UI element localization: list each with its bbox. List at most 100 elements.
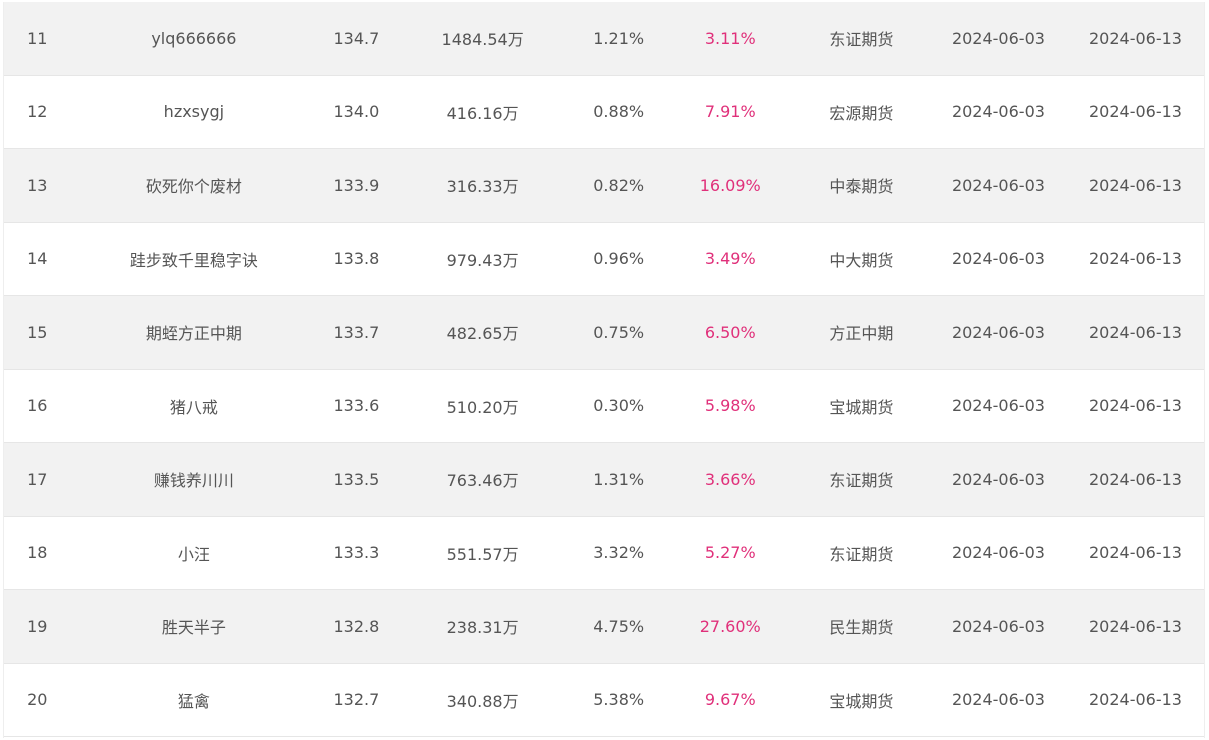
- score-cell: 134.7: [333, 28, 380, 48]
- start-date-cell: 2024-06-03: [951, 690, 1045, 710]
- start-date-cell: 2024-06-03: [951, 28, 1045, 48]
- equity-cell: 979.43万: [446, 250, 519, 270]
- rank-cell: 20: [27, 690, 48, 710]
- score-cell: 133.9: [333, 175, 380, 195]
- rank-cell: 13: [27, 175, 48, 195]
- end-date-cell: 2024-06-13: [1088, 690, 1182, 710]
- drawdown-cell: 0.88%: [593, 102, 645, 122]
- start-date-cell: 2024-06-03: [951, 322, 1045, 342]
- broker-cell: 宝城期货: [829, 691, 894, 711]
- account-name-cell: 砍死你个废材: [145, 177, 242, 197]
- end-date-cell: 2024-06-13: [1088, 322, 1182, 342]
- start-date-cell: 2024-06-03: [951, 396, 1045, 416]
- start-date-cell: 2024-06-03: [951, 249, 1045, 269]
- account-name-cell: ylq666666: [151, 28, 237, 48]
- broker-cell: 东证期货: [829, 471, 894, 491]
- broker-cell: 中泰期货: [829, 177, 894, 197]
- table-row[interactable]: 16 猪八戒 133.6 510.20万 0.30% 5.98% 宝城期货 20…: [4, 369, 1204, 443]
- broker-cell: 民生期货: [829, 618, 894, 638]
- start-date-cell: 2024-06-03: [951, 543, 1045, 563]
- table-row[interactable]: 17 赚钱养川川 133.5 763.46万 1.31% 3.66% 东证期货 …: [4, 443, 1204, 517]
- equity-cell: 238.31万: [446, 618, 519, 638]
- end-date-cell: 2024-06-13: [1088, 102, 1182, 122]
- account-name-cell: 期蛭方正中期: [145, 324, 242, 344]
- end-date-cell: 2024-06-13: [1088, 543, 1182, 563]
- equity-cell: 340.88万: [446, 691, 519, 711]
- table-row[interactable]: 19 胜天半子 132.8 238.31万 4.75% 27.60% 民生期货 …: [4, 590, 1204, 664]
- account-name-cell: 猛禽: [177, 691, 210, 711]
- table-row[interactable]: 12 hzxsygj 134.0 416.16万 0.88% 7.91% 宏源期…: [4, 75, 1204, 149]
- start-date-cell: 2024-06-03: [951, 175, 1045, 195]
- account-name-cell: 小汪: [177, 544, 210, 564]
- score-cell: 133.8: [333, 249, 380, 269]
- table-row[interactable]: 20 猛禽 132.7 340.88万 5.38% 9.67% 宝城期货 202…: [4, 663, 1204, 737]
- drawdown-cell: 3.32%: [593, 543, 645, 563]
- score-cell: 133.3: [333, 543, 380, 563]
- account-name-cell: hzxsygj: [163, 102, 225, 122]
- start-date-cell: 2024-06-03: [951, 616, 1045, 636]
- start-date-cell: 2024-06-03: [951, 102, 1045, 122]
- end-date-cell: 2024-06-13: [1088, 616, 1182, 636]
- return-cell: 27.60%: [699, 616, 761, 636]
- drawdown-cell: 4.75%: [593, 616, 645, 636]
- rank-cell: 15: [27, 322, 48, 342]
- equity-cell: 551.57万: [446, 544, 519, 564]
- rank-cell: 16: [27, 396, 48, 416]
- return-cell: 3.11%: [704, 28, 756, 48]
- score-cell: 132.7: [333, 690, 380, 710]
- ranking-table: 11 ylq666666 134.7 1484.54万 1.21% 3.11% …: [3, 2, 1205, 738]
- rank-cell: 18: [27, 543, 48, 563]
- broker-cell: 宝城期货: [829, 397, 894, 417]
- start-date-cell: 2024-06-03: [951, 469, 1045, 489]
- return-cell: 3.66%: [704, 469, 756, 489]
- broker-cell: 东证期货: [829, 30, 894, 50]
- end-date-cell: 2024-06-13: [1088, 396, 1182, 416]
- equity-cell: 510.20万: [446, 397, 519, 417]
- return-cell: 16.09%: [699, 175, 761, 195]
- return-cell: 5.27%: [704, 543, 756, 563]
- score-cell: 133.6: [333, 396, 380, 416]
- rank-cell: 19: [27, 616, 48, 636]
- broker-cell: 东证期货: [829, 544, 894, 564]
- return-cell: 9.67%: [704, 690, 756, 710]
- table-row[interactable]: 18 小汪 133.3 551.57万 3.32% 5.27% 东证期货 202…: [4, 516, 1204, 590]
- broker-cell: 宏源期货: [829, 103, 894, 123]
- drawdown-cell: 0.75%: [593, 322, 645, 342]
- rank-cell: 17: [27, 469, 48, 489]
- equity-cell: 416.16万: [446, 103, 519, 123]
- end-date-cell: 2024-06-13: [1088, 249, 1182, 269]
- score-cell: 133.7: [333, 322, 380, 342]
- return-cell: 7.91%: [704, 102, 756, 122]
- account-name-cell: 跬步致千里稳字诀: [129, 250, 258, 270]
- score-cell: 133.5: [333, 469, 380, 489]
- return-cell: 3.49%: [704, 249, 756, 269]
- return-cell: 6.50%: [704, 322, 756, 342]
- drawdown-cell: 0.30%: [593, 396, 645, 416]
- rank-cell: 11: [27, 28, 48, 48]
- broker-cell: 中大期货: [829, 250, 894, 270]
- end-date-cell: 2024-06-13: [1088, 28, 1182, 48]
- end-date-cell: 2024-06-13: [1088, 175, 1182, 195]
- drawdown-cell: 1.21%: [593, 28, 645, 48]
- drawdown-cell: 0.82%: [593, 175, 645, 195]
- score-cell: 132.8: [333, 616, 380, 636]
- drawdown-cell: 5.38%: [593, 690, 645, 710]
- rank-cell: 12: [27, 102, 48, 122]
- drawdown-cell: 1.31%: [593, 469, 645, 489]
- equity-cell: 1484.54万: [441, 30, 524, 50]
- table-row[interactable]: 15 期蛭方正中期 133.7 482.65万 0.75% 6.50% 方正中期…: [4, 296, 1204, 370]
- rank-cell: 14: [27, 249, 48, 269]
- account-name-cell: 胜天半子: [161, 618, 226, 638]
- equity-cell: 482.65万: [446, 324, 519, 344]
- table-row[interactable]: 14 跬步致千里稳字诀 133.8 979.43万 0.96% 3.49% 中大…: [4, 222, 1204, 296]
- end-date-cell: 2024-06-13: [1088, 469, 1182, 489]
- account-name-cell: 赚钱养川川: [153, 471, 234, 491]
- broker-cell: 方正中期: [829, 324, 894, 344]
- drawdown-cell: 0.96%: [593, 249, 645, 269]
- account-name-cell: 猪八戒: [169, 397, 218, 417]
- return-cell: 5.98%: [704, 396, 756, 416]
- equity-cell: 316.33万: [446, 177, 519, 197]
- table-row[interactable]: 11 ylq666666 134.7 1484.54万 1.21% 3.11% …: [4, 2, 1204, 76]
- score-cell: 134.0: [333, 102, 380, 122]
- table-row[interactable]: 13 砍死你个废材 133.9 316.33万 0.82% 16.09% 中泰期…: [4, 149, 1204, 223]
